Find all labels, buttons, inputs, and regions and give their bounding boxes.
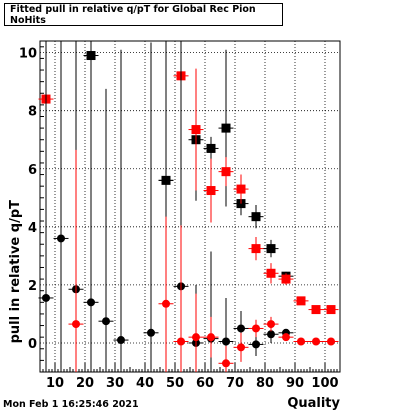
x-tick-label: 100 — [311, 376, 338, 391]
data-point-circle — [87, 298, 95, 307]
data-point-square — [251, 212, 261, 222]
data-point-circle — [117, 336, 125, 345]
data-point-circle — [192, 333, 200, 342]
chart-title: Fitted pull in relative q/pT for Global … — [4, 3, 283, 26]
timestamp: Mon Feb 1 16:25:46 2021 — [3, 399, 139, 410]
data-point-square — [266, 244, 276, 254]
data-point-circle — [207, 333, 215, 342]
data-point-circle — [222, 359, 230, 368]
data-point-circle — [327, 337, 335, 346]
y-tick-label: 10 — [19, 47, 37, 62]
data-point-square — [206, 186, 216, 196]
data-point-square — [311, 305, 321, 315]
data-point-square — [221, 123, 231, 133]
x-tick-label: 80 — [256, 376, 274, 391]
data-point-circle — [42, 293, 50, 302]
plot-frame — [39, 40, 341, 373]
data-point-square — [296, 296, 306, 306]
data-point-square — [326, 305, 336, 315]
x-tick-label: 40 — [136, 376, 154, 391]
data-point-square — [251, 244, 261, 254]
data-point-circle — [147, 328, 155, 337]
y-axis-label: pull in relative q/pT — [8, 200, 23, 344]
data-point-square — [206, 143, 216, 153]
data-point-square — [281, 274, 291, 284]
data-point-circle — [267, 320, 275, 329]
data-point-square — [191, 125, 201, 135]
data-point-circle — [237, 324, 245, 333]
data-point-circle — [237, 343, 245, 352]
y-tick-label: 6 — [28, 163, 37, 178]
x-tick-label: 90 — [286, 376, 304, 391]
data-point-circle — [312, 337, 320, 346]
x-tick-label: 60 — [196, 376, 214, 391]
grid-lines — [40, 41, 340, 372]
x-tick-label: 70 — [226, 376, 244, 391]
y-tick-label: 8 — [28, 105, 37, 120]
data-point-circle — [72, 320, 80, 329]
data-point-circle — [57, 234, 65, 243]
data-point-circle — [282, 333, 290, 342]
data-point-square — [236, 184, 246, 194]
data-point-circle — [162, 176, 170, 185]
x-tick-label: 10 — [46, 376, 64, 391]
x-tick-label: 20 — [76, 376, 94, 391]
x-tick-label: 50 — [166, 376, 184, 391]
x-tick-label: 30 — [106, 376, 124, 391]
data-point-square — [266, 268, 276, 278]
y-tick-label: 0 — [28, 337, 37, 352]
data-point-circle — [162, 299, 170, 308]
data-marks — [38, 41, 339, 372]
data-point-circle — [252, 340, 260, 349]
y-tick-label: 4 — [28, 221, 37, 236]
data-point-circle — [252, 324, 260, 333]
y-tick-label: 2 — [28, 279, 37, 294]
data-point-circle — [102, 317, 110, 326]
data-point-square — [221, 167, 231, 177]
data-point-circle — [222, 337, 230, 346]
data-point-circle — [177, 337, 185, 346]
data-point-circle — [267, 330, 275, 339]
data-point-circle — [297, 337, 305, 346]
x-axis-label: Quality — [287, 396, 340, 411]
